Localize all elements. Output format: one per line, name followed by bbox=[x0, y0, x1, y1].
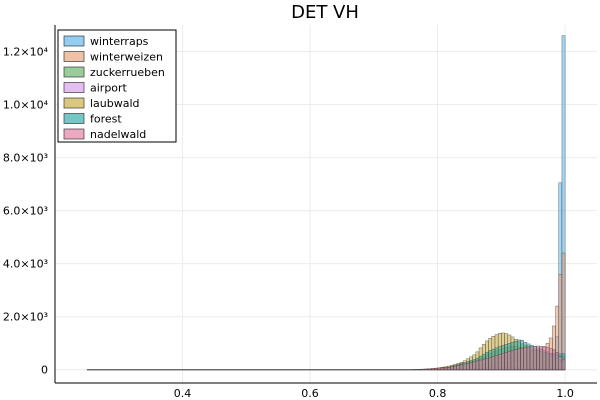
legend: winterraps winterweizen zuckerrueben airpor… bbox=[57, 29, 177, 143]
histogram-bar bbox=[469, 362, 473, 370]
histogram-bar bbox=[485, 357, 489, 370]
histogram-bar bbox=[548, 347, 553, 370]
histogram-bar bbox=[478, 359, 483, 370]
histogram-bar bbox=[481, 358, 486, 370]
histogram-bar bbox=[472, 361, 477, 370]
y-tick-label: 0 bbox=[41, 364, 48, 377]
legend-swatch bbox=[63, 113, 85, 124]
histogram-bar bbox=[532, 346, 537, 370]
legend-item: airport bbox=[63, 82, 128, 95]
histogram-bar bbox=[561, 252, 566, 370]
legend-item: forest bbox=[63, 113, 122, 126]
histogram-bar bbox=[446, 366, 451, 370]
y-tick-label: 1.2×10⁴ bbox=[3, 46, 49, 59]
histogram-bar bbox=[536, 345, 540, 370]
series-nadelwald bbox=[411, 345, 566, 370]
histogram-bar bbox=[529, 346, 534, 370]
histogram-bar bbox=[456, 365, 461, 370]
legend-swatch bbox=[63, 66, 85, 78]
histogram-bar bbox=[459, 364, 464, 370]
histogram-bar bbox=[561, 358, 566, 370]
histogram-bar bbox=[427, 368, 432, 370]
histogram-bar bbox=[421, 368, 426, 370]
legend-swatch bbox=[63, 51, 85, 62]
histogram-bar bbox=[507, 351, 512, 370]
x-tick-label: 0.6 bbox=[301, 387, 319, 400]
y-tick-label: 8.0×10³ bbox=[3, 152, 48, 165]
histogram-bar bbox=[552, 349, 556, 370]
histogram-bar bbox=[437, 367, 442, 370]
histogram-bar bbox=[558, 356, 563, 370]
histogram-bar bbox=[501, 353, 505, 370]
histogram-bar bbox=[526, 346, 531, 370]
histogram-bar bbox=[443, 367, 448, 370]
legend-item: zuckerrueben bbox=[63, 66, 165, 79]
histogram-bar bbox=[555, 352, 559, 370]
histogram-bar bbox=[545, 347, 550, 370]
axes bbox=[54, 25, 597, 384]
legend-swatch bbox=[63, 35, 85, 47]
y-tick-label: 6.0×10³ bbox=[3, 205, 48, 218]
histogram-bar bbox=[494, 355, 499, 370]
y-tick-label: 4.0×10³ bbox=[3, 258, 48, 271]
series-winterraps bbox=[424, 35, 566, 370]
y-tick-label: 1.0×10⁴ bbox=[3, 99, 49, 112]
legend-swatch bbox=[63, 82, 85, 93]
histogram-bar bbox=[466, 363, 470, 370]
histogram-bar bbox=[513, 349, 518, 370]
y-tick-label: 2.0×10³ bbox=[3, 311, 48, 324]
legend-label: nadelwald bbox=[90, 128, 146, 141]
histogram-bar bbox=[517, 348, 521, 370]
legend-label: winterraps bbox=[90, 35, 149, 48]
x-tick-label: 0.8 bbox=[429, 387, 447, 400]
legend-label: winterweizen bbox=[90, 51, 163, 64]
x-tick-label: 0.4 bbox=[174, 387, 192, 400]
legend-swatch bbox=[63, 97, 85, 109]
histogram-bar bbox=[450, 366, 454, 370]
legend-item: winterweizen bbox=[63, 51, 163, 64]
legend-item: laubwald bbox=[63, 97, 140, 110]
legend-label: forest bbox=[90, 113, 122, 126]
tick-labels: 0.4 0.6 0.8 1.0 0 2.0×10³ 4.0×10³ 6.0×10³ 8.0×10… bbox=[3, 46, 574, 400]
histogram-bar bbox=[523, 347, 528, 370]
histogram-bar bbox=[510, 350, 515, 370]
legend-label: zuckerrueben bbox=[90, 66, 165, 79]
legend-item: winterraps bbox=[63, 35, 149, 48]
histogram-bar bbox=[520, 347, 524, 370]
histogram-bar bbox=[475, 360, 480, 370]
histogram-bar bbox=[453, 365, 457, 370]
histogram-bar bbox=[462, 363, 467, 370]
chart-title: DET VH bbox=[291, 2, 359, 23]
legend-swatch bbox=[63, 128, 85, 140]
histogram-bar bbox=[491, 356, 496, 370]
legend-item: nadelwald bbox=[63, 128, 146, 141]
histogram-bar bbox=[488, 357, 493, 370]
histogram-bar bbox=[542, 346, 547, 370]
histogram-bar bbox=[504, 352, 508, 370]
histogram-bar bbox=[434, 367, 438, 370]
histogram-bar bbox=[497, 354, 502, 370]
legend-label: airport bbox=[90, 82, 128, 95]
histogram-bar bbox=[440, 367, 445, 370]
histogram-bars bbox=[86, 35, 566, 371]
histogram-bar bbox=[424, 368, 429, 370]
histogram-bar bbox=[539, 345, 544, 370]
histogram-bar bbox=[430, 368, 435, 370]
legend-label: laubwald bbox=[90, 97, 140, 110]
x-tick-label: 1.0 bbox=[556, 387, 574, 400]
